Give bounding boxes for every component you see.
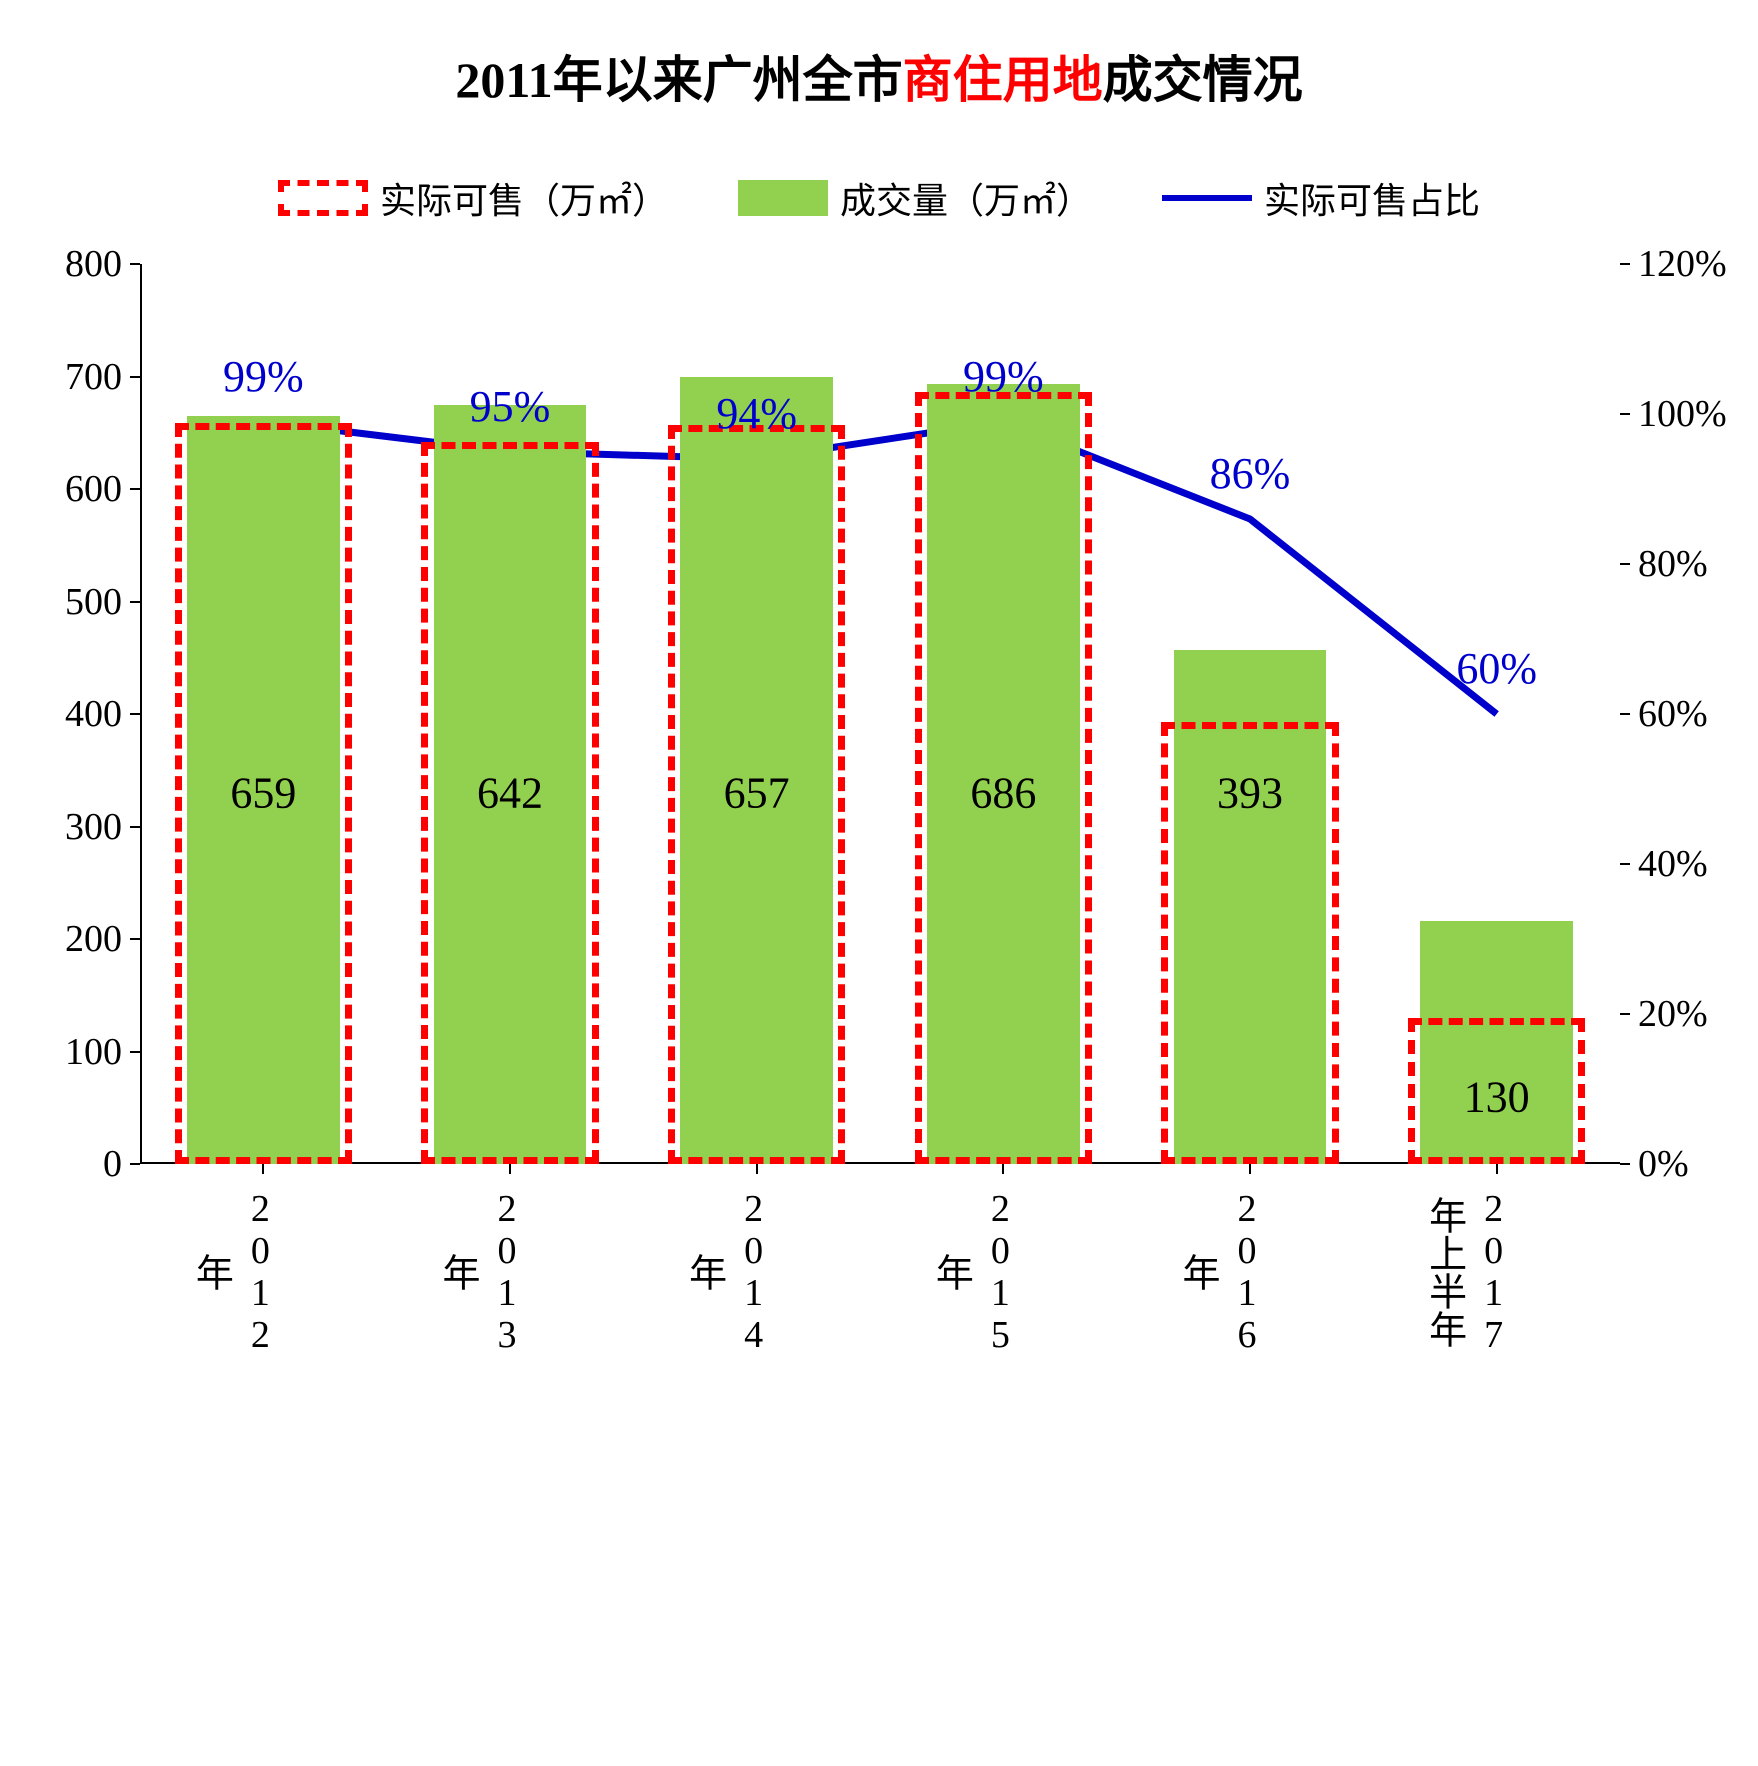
y-right-tick-label: 120% bbox=[1638, 242, 1727, 286]
line-value-label: 99% bbox=[223, 351, 304, 402]
bar-value-label: 642 bbox=[421, 767, 599, 818]
y-left-tick-label: 0 bbox=[103, 1142, 122, 1186]
chart-title: 2011年以来广州全市商住用地成交情况 bbox=[0, 40, 1758, 112]
title-segment: 商住用地 bbox=[903, 52, 1103, 108]
bar-value-label: 659 bbox=[175, 767, 353, 818]
x-tick bbox=[1002, 1164, 1004, 1174]
x-tick bbox=[756, 1164, 758, 1174]
legend-item: 成交量（万㎡） bbox=[738, 172, 1092, 224]
y-right-tick bbox=[1620, 563, 1630, 565]
x-tick bbox=[509, 1164, 511, 1174]
legend-label: 实际可售占比 bbox=[1264, 172, 1480, 224]
x-tick-label: 2014年 bbox=[738, 1188, 776, 1356]
legend-swatch bbox=[738, 180, 828, 216]
bar-value-label: 657 bbox=[668, 767, 846, 818]
plot-area: 01002003004005006007008000%20%40%60%80%1… bbox=[140, 264, 1620, 1164]
line-value-label: 95% bbox=[470, 381, 551, 432]
legend-label: 成交量（万㎡） bbox=[840, 172, 1092, 224]
legend-item: 实际可售（万㎡） bbox=[278, 172, 668, 224]
y-left-tick bbox=[130, 601, 140, 603]
y-right-tick bbox=[1620, 863, 1630, 865]
chart-container: 2011年以来广州全市商住用地成交情况 实际可售（万㎡） 成交量（万㎡） 实际可售占… bbox=[0, 0, 1758, 1766]
y-right-tick-label: 100% bbox=[1638, 392, 1727, 436]
title-segment: 成交情况 bbox=[1103, 52, 1303, 108]
x-tick bbox=[1496, 1164, 1498, 1174]
y-right-tick-label: 80% bbox=[1638, 542, 1708, 586]
y-left-tick-label: 300 bbox=[65, 805, 122, 849]
y-left-tick-label: 800 bbox=[65, 242, 122, 286]
y-right-tick bbox=[1620, 1013, 1630, 1015]
title-segment: 2011年以来广州全市 bbox=[455, 52, 902, 108]
y-left-tick bbox=[130, 713, 140, 715]
y-left-tick bbox=[130, 1051, 140, 1053]
y-right-tick-label: 20% bbox=[1638, 992, 1708, 1036]
line-value-label: 94% bbox=[716, 388, 797, 439]
x-tick bbox=[1249, 1164, 1251, 1174]
y-right-tick bbox=[1620, 1163, 1630, 1165]
y-right-tick-label: 40% bbox=[1638, 842, 1708, 886]
line-series bbox=[140, 264, 1620, 1164]
x-tick-label: 2016年 bbox=[1231, 1188, 1269, 1356]
x-tick-label: 2013年 bbox=[491, 1188, 529, 1356]
legend-swatch bbox=[1162, 195, 1252, 201]
y-left-tick bbox=[130, 263, 140, 265]
y-left-tick-label: 200 bbox=[65, 917, 122, 961]
y-left-tick bbox=[130, 938, 140, 940]
line-value-label: 99% bbox=[963, 351, 1044, 402]
y-right-tick-label: 0% bbox=[1638, 1142, 1689, 1186]
y-left-tick-label: 100 bbox=[65, 1030, 122, 1074]
y-left-tick bbox=[130, 826, 140, 828]
y-left-tick bbox=[130, 1163, 140, 1165]
line-value-label: 86% bbox=[1210, 448, 1291, 499]
bar-value-label: 393 bbox=[1161, 767, 1339, 818]
legend-label: 实际可售（万㎡） bbox=[380, 172, 668, 224]
y-right-tick bbox=[1620, 713, 1630, 715]
y-left-tick-label: 600 bbox=[65, 467, 122, 511]
y-left-tick-label: 500 bbox=[65, 580, 122, 624]
y-right-tick bbox=[1620, 413, 1630, 415]
bar-value-label: 130 bbox=[1408, 1071, 1586, 1122]
x-tick-label: 2017年上半年 bbox=[1478, 1188, 1516, 1356]
legend-swatch bbox=[278, 180, 368, 216]
y-right-tick bbox=[1620, 263, 1630, 265]
y-right-tick-label: 60% bbox=[1638, 692, 1708, 736]
y-left-tick-label: 400 bbox=[65, 692, 122, 736]
line-value-label: 60% bbox=[1456, 643, 1537, 694]
legend-item: 实际可售占比 bbox=[1162, 172, 1480, 224]
y-left-tick-label: 700 bbox=[65, 355, 122, 399]
bar-value-label: 686 bbox=[915, 767, 1093, 818]
x-tick-label: 2015年 bbox=[984, 1188, 1022, 1356]
y-left-tick bbox=[130, 376, 140, 378]
legend: 实际可售（万㎡） 成交量（万㎡） 实际可售占比 bbox=[0, 172, 1758, 224]
x-tick-label: 2012年 bbox=[244, 1188, 282, 1356]
x-tick bbox=[262, 1164, 264, 1174]
y-left-tick bbox=[130, 488, 140, 490]
